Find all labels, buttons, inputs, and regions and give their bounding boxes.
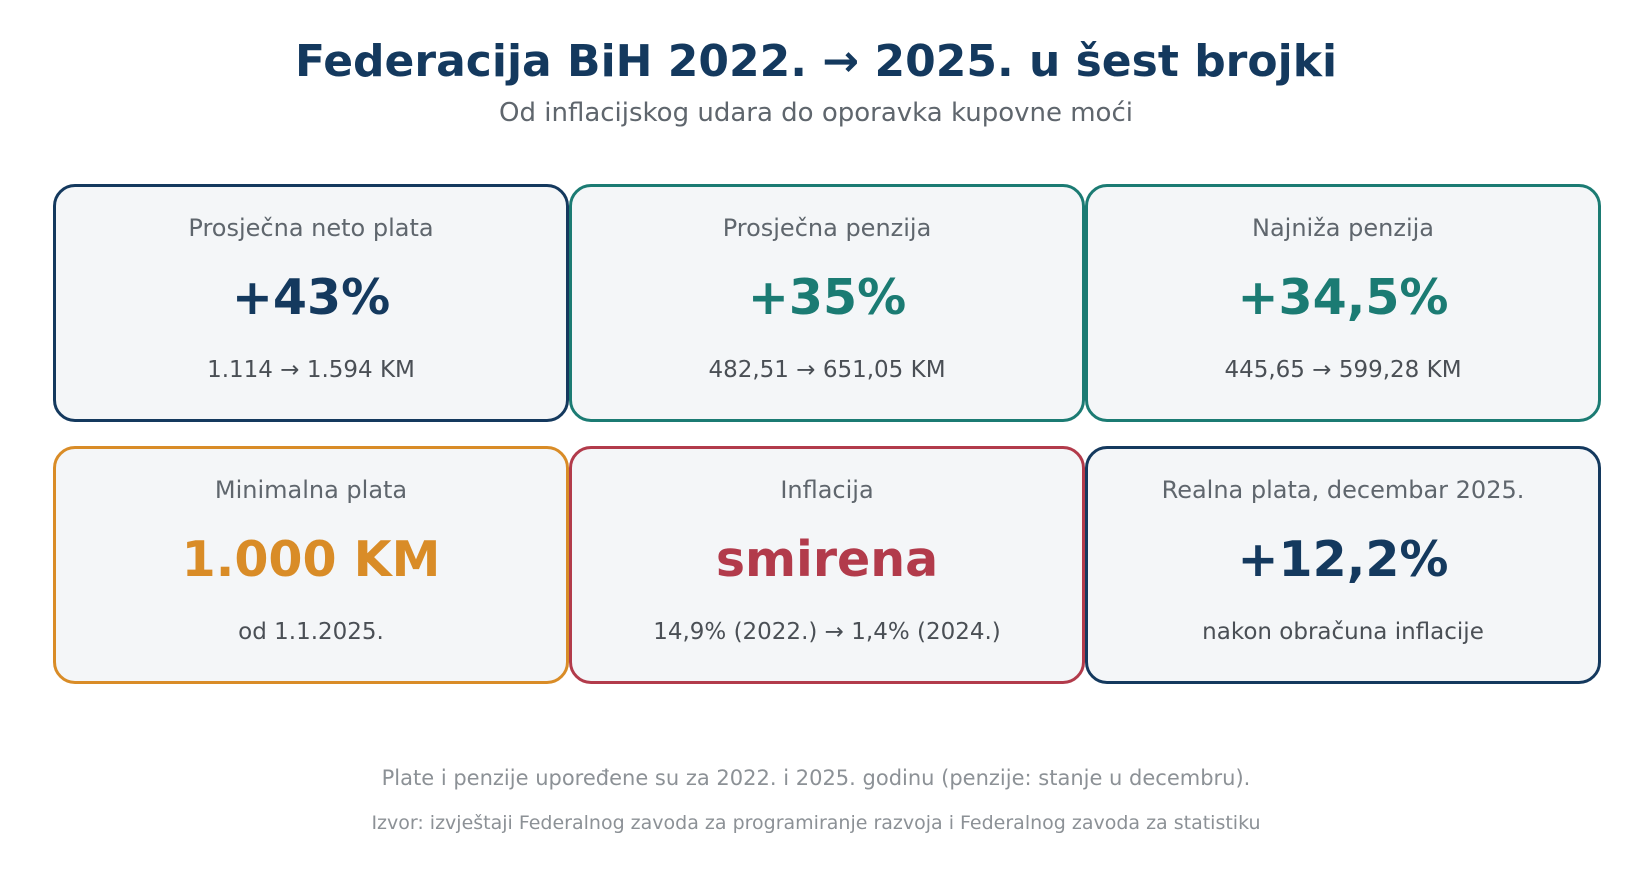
stat-card-value: 1.000 KM	[181, 531, 441, 588]
stat-card-detail: 1.114 → 1.594 KM	[207, 357, 415, 383]
stat-card-value: smirena	[715, 531, 939, 588]
stat-card-detail: 14,9% (2022.) → 1,4% (2024.)	[653, 619, 1001, 645]
page-subtitle: Od inflacijskog udara do oporavka kupovn…	[499, 98, 1133, 128]
stat-card-detail: 482,51 → 651,05 KM	[708, 357, 946, 383]
stat-card-value: +34,5%	[1237, 269, 1449, 326]
stat-card-label: Prosječna neto plata	[188, 214, 434, 242]
stat-card-minimum-wage: Minimalna plata 1.000 KM od 1.1.2025.	[53, 446, 569, 684]
stat-card-value: +43%	[231, 269, 391, 326]
stat-card-label: Realna plata, decembar 2025.	[1161, 476, 1525, 504]
stat-card-inflation: Inflacija smirena 14,9% (2022.) → 1,4% (…	[569, 446, 1085, 684]
page-title: Federacija BiH 2022. → 2025. u šest broj…	[294, 36, 1338, 87]
stat-card-label: Prosječna penzija	[722, 214, 932, 242]
footnote: Plate i penzije upoređene su za 2022. i …	[381, 766, 1251, 790]
stat-card-real-wage: Realna plata, decembar 2025. +12,2% nako…	[1085, 446, 1601, 684]
stat-card-average-pension: Prosječna penzija +35% 482,51 → 651,05 K…	[569, 184, 1085, 422]
stat-card-average-net-salary: Prosječna neto plata +43% 1.114 → 1.594 …	[53, 184, 569, 422]
stat-card-detail: 445,65 → 599,28 KM	[1224, 357, 1462, 383]
stat-card-label: Najniža penzija	[1252, 214, 1434, 242]
stat-card-value: +12,2%	[1237, 531, 1449, 588]
stat-card-value: +35%	[747, 269, 907, 326]
stat-card-lowest-pension: Najniža penzija +34,5% 445,65 → 599,28 K…	[1085, 184, 1601, 422]
stat-card-detail: nakon obračuna inflacije	[1202, 619, 1484, 645]
stat-card-detail: od 1.1.2025.	[238, 619, 384, 645]
source-note: Izvor: izvještaji Federalnog zavoda za p…	[371, 812, 1261, 834]
stat-card-label: Inflacija	[780, 476, 874, 504]
stat-card-label: Minimalna plata	[214, 476, 408, 504]
